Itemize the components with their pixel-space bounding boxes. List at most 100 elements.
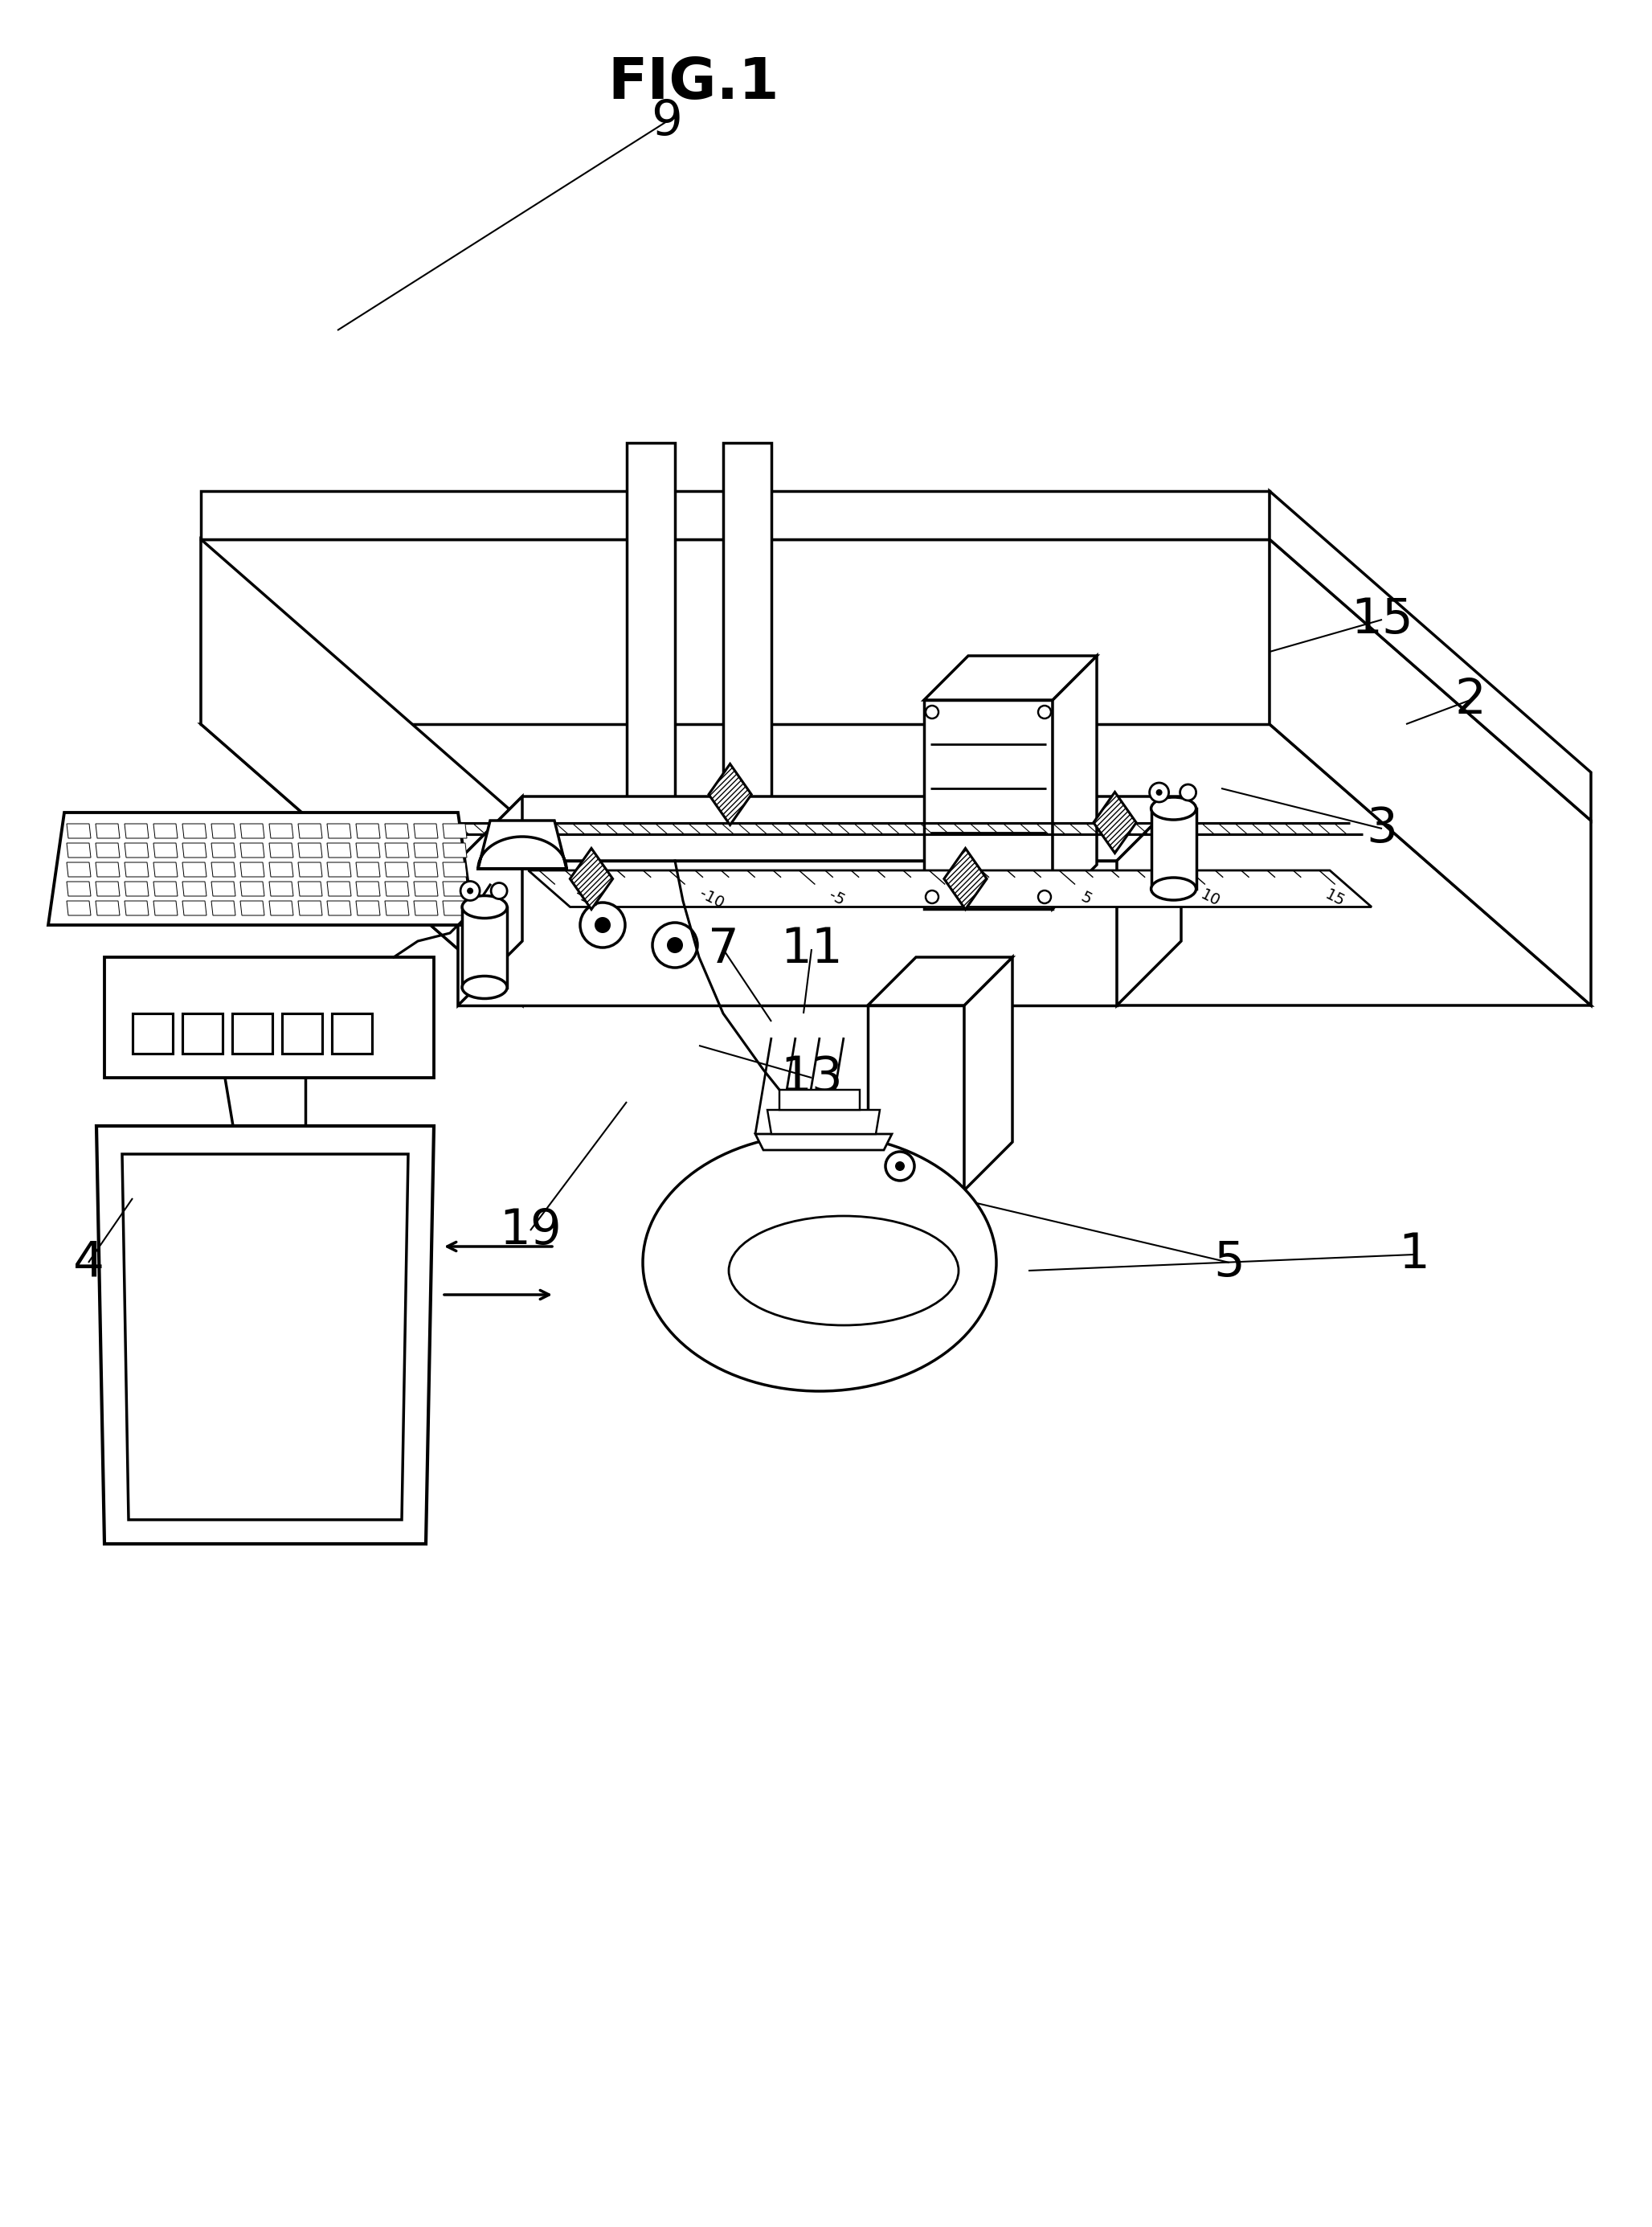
Polygon shape xyxy=(529,871,1371,906)
Polygon shape xyxy=(182,1013,223,1053)
Circle shape xyxy=(1037,706,1051,719)
Text: 2: 2 xyxy=(1455,677,1487,724)
Polygon shape xyxy=(413,882,438,895)
Circle shape xyxy=(580,902,624,946)
Polygon shape xyxy=(240,844,264,857)
Polygon shape xyxy=(66,844,91,857)
Circle shape xyxy=(1156,788,1163,795)
Text: -10: -10 xyxy=(697,886,727,911)
Polygon shape xyxy=(355,902,380,915)
Ellipse shape xyxy=(463,975,507,998)
Polygon shape xyxy=(385,862,410,877)
Polygon shape xyxy=(233,1013,273,1053)
Polygon shape xyxy=(385,824,410,837)
Text: 4: 4 xyxy=(73,1238,104,1287)
Polygon shape xyxy=(943,848,986,909)
Polygon shape xyxy=(96,902,119,915)
Polygon shape xyxy=(240,824,264,837)
Polygon shape xyxy=(463,906,507,987)
Polygon shape xyxy=(355,844,380,857)
Polygon shape xyxy=(413,824,438,837)
Polygon shape xyxy=(154,844,177,857)
Polygon shape xyxy=(202,539,1269,724)
Polygon shape xyxy=(355,882,380,895)
Polygon shape xyxy=(269,902,294,915)
Polygon shape xyxy=(211,824,236,837)
Polygon shape xyxy=(458,862,1117,1004)
Circle shape xyxy=(925,706,938,719)
Circle shape xyxy=(461,882,479,900)
Circle shape xyxy=(885,1151,915,1180)
Polygon shape xyxy=(96,862,119,877)
Polygon shape xyxy=(443,882,468,895)
Polygon shape xyxy=(923,655,1097,699)
Text: FIG.1: FIG.1 xyxy=(608,56,780,111)
Polygon shape xyxy=(182,862,206,877)
Polygon shape xyxy=(182,882,206,895)
Polygon shape xyxy=(327,844,352,857)
Circle shape xyxy=(595,918,611,933)
Polygon shape xyxy=(124,844,149,857)
Polygon shape xyxy=(297,902,322,915)
Polygon shape xyxy=(709,764,752,824)
Polygon shape xyxy=(385,902,410,915)
Polygon shape xyxy=(297,844,322,857)
Polygon shape xyxy=(297,862,322,877)
Polygon shape xyxy=(1094,793,1137,853)
Polygon shape xyxy=(297,824,322,837)
Polygon shape xyxy=(202,490,1269,539)
Ellipse shape xyxy=(1151,877,1196,900)
Ellipse shape xyxy=(463,895,507,918)
Polygon shape xyxy=(626,443,676,862)
Polygon shape xyxy=(154,862,177,877)
Polygon shape xyxy=(1151,808,1196,889)
Polygon shape xyxy=(124,902,149,915)
Ellipse shape xyxy=(729,1216,958,1325)
Text: -15: -15 xyxy=(572,886,601,911)
Text: 3: 3 xyxy=(1366,804,1398,853)
Polygon shape xyxy=(202,724,1591,1004)
Polygon shape xyxy=(48,813,474,924)
Polygon shape xyxy=(269,862,294,877)
Polygon shape xyxy=(867,1004,965,1189)
Polygon shape xyxy=(66,902,91,915)
Polygon shape xyxy=(755,1134,892,1149)
Circle shape xyxy=(491,882,507,900)
Ellipse shape xyxy=(1151,797,1196,820)
Polygon shape xyxy=(96,882,119,895)
Polygon shape xyxy=(327,882,352,895)
Polygon shape xyxy=(767,1109,881,1134)
Polygon shape xyxy=(269,844,294,857)
Polygon shape xyxy=(570,848,613,909)
Text: -5: -5 xyxy=(826,889,847,909)
Polygon shape xyxy=(923,699,1052,909)
Polygon shape xyxy=(297,882,322,895)
Polygon shape xyxy=(154,902,177,915)
Polygon shape xyxy=(327,902,352,915)
Polygon shape xyxy=(477,820,567,869)
Text: 9: 9 xyxy=(651,98,682,145)
Polygon shape xyxy=(443,844,468,857)
Polygon shape xyxy=(327,862,352,877)
Polygon shape xyxy=(182,844,206,857)
Polygon shape xyxy=(96,844,119,857)
Circle shape xyxy=(1180,784,1196,799)
Text: 13: 13 xyxy=(780,1053,843,1102)
Polygon shape xyxy=(154,824,177,837)
Polygon shape xyxy=(1269,490,1591,820)
Polygon shape xyxy=(122,1154,408,1519)
Circle shape xyxy=(895,1160,905,1171)
Polygon shape xyxy=(211,902,236,915)
Text: 15: 15 xyxy=(1351,597,1412,644)
Polygon shape xyxy=(154,882,177,895)
Circle shape xyxy=(468,889,474,893)
Polygon shape xyxy=(413,862,438,877)
Polygon shape xyxy=(240,862,264,877)
Polygon shape xyxy=(269,882,294,895)
Polygon shape xyxy=(443,862,468,877)
Text: 10: 10 xyxy=(1198,886,1222,911)
Polygon shape xyxy=(282,1013,322,1053)
Polygon shape xyxy=(724,443,771,862)
Text: 7: 7 xyxy=(707,926,738,973)
Polygon shape xyxy=(867,958,1013,1004)
